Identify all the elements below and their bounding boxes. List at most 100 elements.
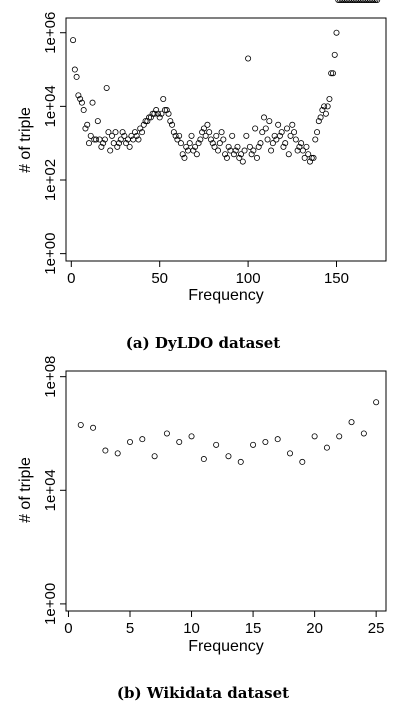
data-point bbox=[354, 0, 361, 3]
data-point bbox=[146, 114, 153, 121]
data-point bbox=[107, 147, 114, 154]
data-point bbox=[197, 136, 204, 143]
x-axis-title: Frequency bbox=[188, 638, 264, 655]
data-point bbox=[306, 158, 313, 165]
data-point bbox=[192, 143, 199, 150]
data-point bbox=[342, 0, 349, 3]
data-point bbox=[126, 143, 133, 150]
data-point bbox=[356, 0, 363, 3]
data-point bbox=[218, 129, 225, 136]
data-point bbox=[360, 430, 367, 437]
x-tick-label: 50 bbox=[151, 270, 168, 287]
data-point bbox=[195, 140, 202, 147]
x-tick-label: 150 bbox=[324, 270, 349, 287]
data-point bbox=[154, 110, 161, 117]
data-point bbox=[105, 129, 112, 136]
data-point bbox=[363, 0, 370, 3]
data-point bbox=[158, 110, 165, 117]
plot-frame bbox=[65, 17, 387, 262]
data-point bbox=[274, 436, 281, 443]
data-point bbox=[114, 450, 121, 457]
data-point bbox=[286, 450, 293, 457]
y-tick-label: 1e+00 bbox=[42, 583, 59, 625]
data-point bbox=[299, 147, 306, 154]
data-point bbox=[248, 151, 255, 158]
data-point bbox=[188, 433, 195, 440]
data-point bbox=[232, 147, 239, 154]
data-point bbox=[93, 136, 100, 143]
data-point bbox=[348, 419, 355, 426]
data-point bbox=[349, 0, 356, 3]
data-point bbox=[131, 129, 138, 136]
data-point bbox=[333, 29, 340, 36]
data-point bbox=[280, 143, 287, 150]
data-point bbox=[262, 439, 269, 446]
data-point bbox=[367, 0, 374, 3]
data-point bbox=[220, 136, 227, 143]
data-point bbox=[338, 0, 345, 3]
data-point bbox=[123, 140, 130, 147]
x-axis-title: Frequency bbox=[188, 287, 264, 304]
data-point bbox=[368, 0, 375, 3]
data-point bbox=[336, 433, 343, 440]
data-point bbox=[163, 107, 170, 114]
data-point bbox=[361, 0, 368, 3]
x-tick-label: 5 bbox=[126, 620, 134, 637]
data-point bbox=[174, 136, 181, 143]
data-point bbox=[101, 136, 108, 143]
data-point bbox=[172, 132, 179, 139]
data-point bbox=[236, 154, 243, 161]
data-point bbox=[199, 129, 206, 136]
data-point bbox=[250, 441, 257, 448]
data-point bbox=[229, 132, 236, 139]
data-point bbox=[337, 0, 344, 3]
data-point bbox=[269, 140, 276, 147]
data-point bbox=[186, 140, 193, 147]
data-point bbox=[215, 147, 222, 154]
data-point bbox=[266, 118, 273, 125]
data-point bbox=[112, 129, 119, 136]
data-point bbox=[250, 147, 257, 154]
data-point bbox=[319, 107, 326, 114]
tick-group: 0 50 100 150 1e+00 1e+02 1e+04 1e+06 bbox=[42, 12, 349, 287]
data-point bbox=[179, 151, 186, 158]
data-point bbox=[370, 0, 377, 3]
data-point bbox=[71, 66, 78, 73]
data-point bbox=[365, 0, 372, 3]
data-point bbox=[80, 107, 87, 114]
points-group bbox=[70, 0, 381, 165]
data-point bbox=[139, 129, 146, 136]
data-point bbox=[287, 132, 294, 139]
data-point bbox=[90, 424, 97, 431]
data-point bbox=[163, 430, 170, 437]
data-point bbox=[156, 114, 163, 121]
data-point bbox=[238, 151, 245, 158]
data-point bbox=[167, 118, 174, 125]
chart-wikidata: 0 5 10 15 20 25 1e+00 1e+04 1e+08 Frequency # of… bbox=[17, 356, 387, 702]
data-point bbox=[291, 129, 298, 136]
data-point bbox=[119, 129, 126, 136]
data-point bbox=[139, 436, 146, 443]
y-tick-label: 1e+00 bbox=[42, 233, 59, 275]
data-point bbox=[121, 132, 128, 139]
data-point bbox=[100, 140, 107, 147]
data-point bbox=[358, 0, 365, 3]
data-point bbox=[213, 132, 220, 139]
data-point bbox=[207, 136, 214, 143]
data-point bbox=[275, 121, 282, 128]
data-point bbox=[82, 125, 89, 132]
data-point bbox=[243, 132, 250, 139]
data-point bbox=[200, 125, 207, 132]
data-point bbox=[230, 151, 237, 158]
data-point bbox=[285, 151, 292, 158]
data-point bbox=[282, 140, 289, 147]
data-point bbox=[276, 132, 283, 139]
data-point bbox=[340, 0, 347, 3]
data-point bbox=[77, 96, 84, 103]
data-point bbox=[117, 136, 124, 143]
data-point bbox=[85, 140, 92, 147]
data-point bbox=[202, 132, 209, 139]
y-tick-label: 1e+06 bbox=[42, 12, 59, 54]
data-point bbox=[323, 444, 330, 451]
data-point bbox=[190, 147, 197, 154]
